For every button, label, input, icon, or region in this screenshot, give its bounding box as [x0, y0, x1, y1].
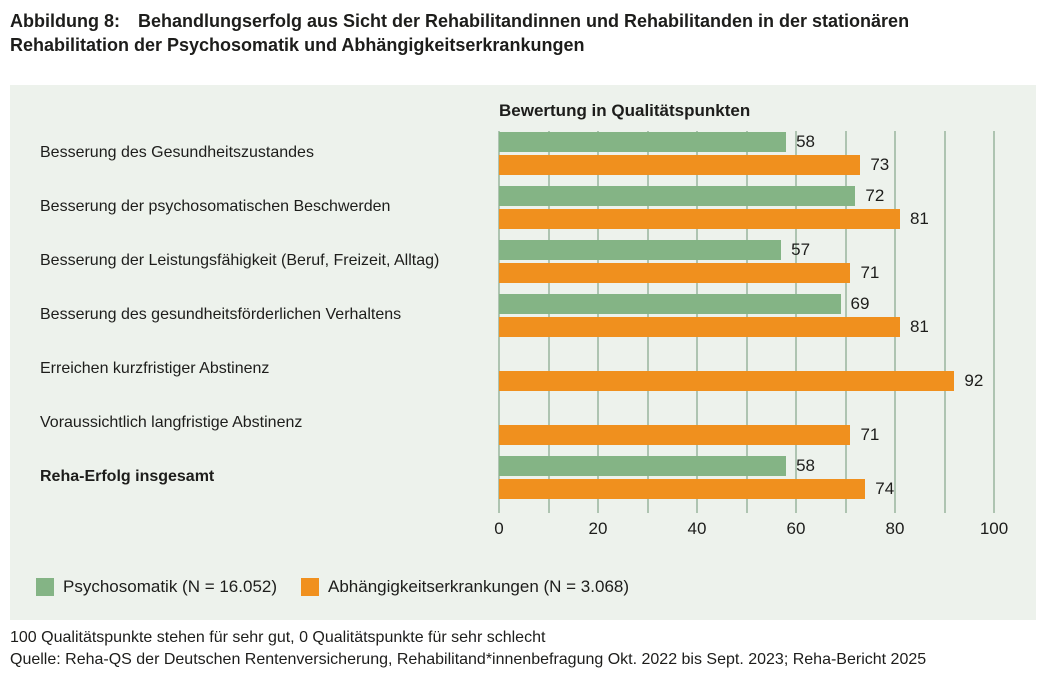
bar-psychosomatik — [499, 456, 787, 476]
category-label: Besserung des gesundheitsförderlichen Ve… — [40, 306, 402, 324]
x-axis-tick-label: 40 — [687, 519, 707, 538]
category-label: Besserung des Gesundheitszustandes — [40, 144, 314, 162]
plot-area: 0 20 40 60 80 100 58 73 72 81 57 71 69 81 92 71 58 74 — [494, 131, 1008, 538]
bar-psychosomatik — [499, 186, 856, 206]
bar-abhaengigkeitserkrankungen — [499, 155, 861, 175]
gridline — [943, 131, 946, 513]
category-label: Besserung der Leistungsfähigkeit (Beruf,… — [40, 252, 440, 270]
category-label: Reha-Erfolg insgesamt — [40, 468, 215, 486]
chart-axis-title: Bewertung in Qualitätspunkten — [499, 101, 751, 120]
bar-abhaengigkeitserkrankungen — [499, 425, 851, 445]
bar-abhaengigkeitserkrankungen — [499, 263, 851, 283]
x-axis-tick-label: 100 — [979, 519, 1009, 538]
x-axis-tick-label: 20 — [588, 519, 608, 538]
bar-value-label: 58 — [796, 456, 816, 475]
gridline — [993, 131, 995, 513]
category-label: Voraussichtlich langfristige Abstinenz — [40, 414, 303, 432]
legend-item-psychosomatik: Psychosomatik (N = 16.052) — [36, 577, 277, 597]
bar-abhaengigkeitserkrankungen — [499, 209, 900, 229]
footnote-note: 100 Qualitätspunkte stehen für sehr gut,… — [10, 629, 546, 646]
bar-value-label: 72 — [865, 186, 885, 205]
footnote-source: Quelle: Reha-QS der Deutschen Rentenvers… — [10, 651, 927, 668]
bar-abhaengigkeitserkrankungen — [499, 371, 955, 391]
bar-abhaengigkeitserkrankungen — [499, 317, 900, 337]
figure-caption-label: Abbildung 8: — [10, 11, 120, 31]
category-label: Erreichen kurzfristiger Abstinenz — [40, 360, 270, 378]
bar-value-label: 58 — [796, 132, 816, 151]
bar-value-label: 71 — [860, 425, 880, 444]
bar-psychosomatik — [499, 132, 787, 152]
legend-item-abhaengigkeitserkrankungen: Abhängigkeitserkrankungen (N = 3.068) — [301, 577, 629, 597]
bar-psychosomatik — [499, 294, 841, 314]
bar-value-label: 69 — [850, 294, 870, 313]
x-axis-tick-label: 60 — [786, 519, 806, 538]
bar-value-label: 92 — [964, 371, 984, 390]
legend-label-psychosomatik: Psychosomatik (N = 16.052) — [63, 577, 278, 596]
bar-value-label: 73 — [870, 155, 890, 174]
figure-caption: Abbildung 8: Behandlungserfolg aus Sicht … — [10, 10, 1030, 58]
figure-caption-text: Behandlungserfolg aus Sicht der Rehabili… — [10, 11, 910, 55]
chart-panel: Bewertung in Qualitätspunkten 0 20 40 60 80 1… — [10, 85, 1036, 620]
legend-label-abhaengigkeitserkrankungen: Abhängigkeitserkrankungen (N = 3.068) — [328, 577, 630, 596]
x-axis-tick-label: 80 — [885, 519, 905, 538]
bar-abhaengigkeitserkrankungen — [499, 479, 866, 499]
x-axis-tick-label: 0 — [494, 519, 504, 538]
category-label: Besserung der psychosomatischen Beschwer… — [40, 198, 391, 216]
bar-value-label: 71 — [860, 263, 880, 282]
footnotes: 100 Qualitätspunkte stehen für sehr gut,… — [10, 627, 926, 671]
legend: Psychosomatik (N = 16.052) Abhängigkeits… — [36, 577, 629, 597]
legend-swatch-psychosomatik — [36, 578, 54, 596]
bar-value-label: 57 — [791, 240, 811, 259]
legend-swatch-abhaengigkeitserkrankungen — [301, 578, 320, 596]
bar-psychosomatik — [499, 240, 782, 260]
bar-value-label: 74 — [875, 479, 895, 498]
bar-value-label: 81 — [909, 317, 929, 336]
bar-value-label: 81 — [909, 209, 929, 228]
